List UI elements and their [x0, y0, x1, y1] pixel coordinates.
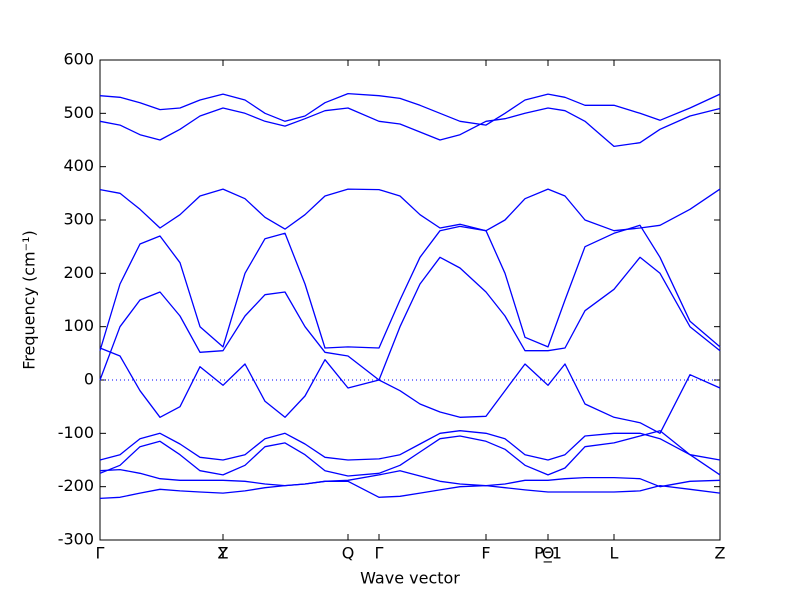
y-tick-label: 600: [63, 50, 94, 69]
y-tick-label: 200: [63, 263, 94, 282]
x-tick-label: Γ: [96, 544, 105, 563]
band-line: [99, 480, 721, 500]
plot-frame: [99, 59, 721, 541]
band-line: [99, 92, 721, 126]
band-line: [99, 224, 721, 351]
x-tick-label: Y: [217, 544, 228, 563]
x-tick-label: L: [610, 544, 619, 563]
band-line: [99, 430, 721, 477]
band-line: [99, 347, 721, 434]
band-line: [99, 256, 721, 381]
y-tick-label: -100: [58, 423, 94, 442]
band-line: [99, 468, 721, 488]
y-tick-label: 100: [63, 316, 94, 335]
y-tick-label: 0: [84, 370, 94, 389]
band-line: [99, 107, 721, 148]
x-tick-label: Z: [715, 544, 726, 563]
x-tick-label: Q: [342, 544, 355, 563]
y-tick-label: 400: [63, 156, 94, 175]
x-tick-label: F: [481, 544, 490, 563]
x-tick-label: P_1: [534, 544, 562, 564]
x-tick-label: Z: [218, 544, 229, 563]
band-line: [99, 430, 721, 461]
y-tick-label: -300: [58, 530, 94, 549]
x-tick-label: Θ: [542, 544, 555, 563]
x-tick-label: Γ: [375, 544, 384, 563]
y-tick-label: -200: [58, 476, 94, 495]
band-line: [99, 188, 721, 232]
y-tick-label: 500: [63, 103, 94, 122]
x-axis-label: Wave vector: [360, 569, 460, 588]
y-tick-label: 300: [63, 210, 94, 229]
y-axis-label: Frequency (cm⁻¹): [20, 230, 39, 369]
